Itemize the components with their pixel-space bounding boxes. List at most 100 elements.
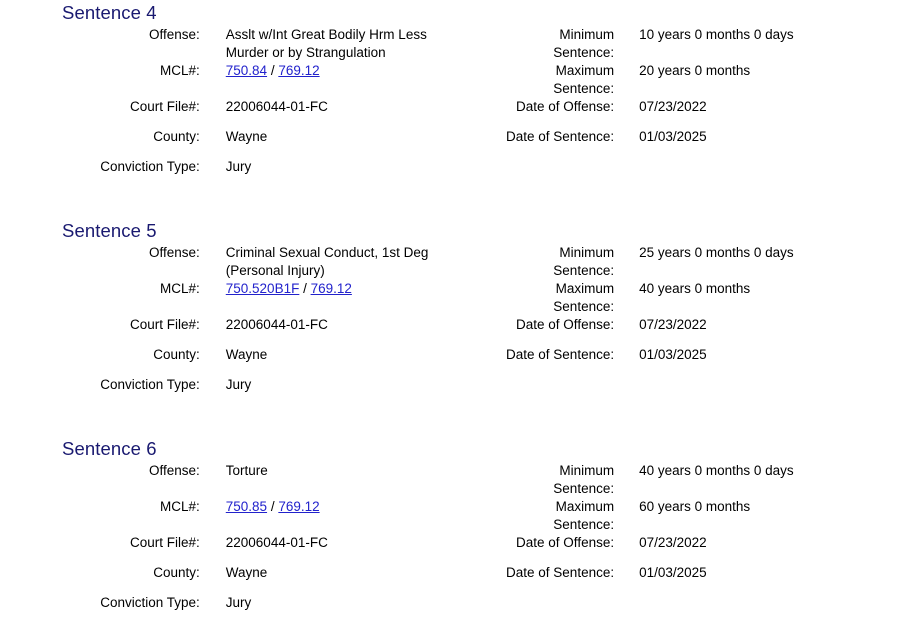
date-of-offense-value: 07/23/2022 — [639, 99, 707, 114]
court-file-label: Court File#: — [129, 99, 200, 114]
minimum-sentence-label: Minimum Sentence: — [553, 245, 615, 278]
maximum-sentence-label: Maximum Sentence: — [553, 499, 615, 532]
offense-value: Asslt w/Int Great Bodily Hrm Less Murder… — [225, 27, 427, 60]
offense-value: Torture — [225, 463, 268, 478]
mcl-primary-link[interactable]: 750.520B1F — [225, 281, 300, 296]
sentence-heading: Sentence 4 — [62, 2, 157, 23]
date-of-sentence-value: 01/03/2025 — [639, 129, 707, 144]
table-row-mcl: MCL#: 750.84 / 769.12 Maximum Sentence: … — [62, 62, 902, 98]
court-file-value: 22006044-01-FC — [225, 99, 328, 114]
sentence-block-4: Sentence 4 Offense: Asslt w/Int Great Bo… — [62, 0, 913, 218]
spacer-cell — [614, 188, 902, 218]
table-row-conviction-type: Conviction Type: Jury — [62, 594, 902, 624]
court-file-label: Court File#: — [129, 535, 200, 550]
minimum-sentence-label: Minimum Sentence: — [553, 27, 615, 60]
table-row-court-file: Court File#: 22006044-01-FC Date of Offe… — [62, 534, 902, 564]
offense-label: Offense: — [148, 463, 200, 478]
spacer-cell — [200, 406, 455, 436]
mcl-value: 750.84 / 769.12 — [200, 62, 455, 98]
table-row-conviction-type: Conviction Type: Jury — [62, 158, 902, 188]
conviction-type-value: Jury — [225, 377, 252, 392]
sentence-detail-table: Offense: Torture Minimum Sentence: 40 ye… — [62, 462, 902, 624]
table-row-offense: Offense: Torture Minimum Sentence: 40 ye… — [62, 462, 902, 498]
mcl-secondary-link[interactable]: 769.12 — [278, 499, 320, 514]
table-row-offense: Offense: Criminal Sexual Conduct, 1st De… — [62, 244, 902, 280]
table-row-spacer — [62, 188, 902, 218]
mcl-secondary-link[interactable]: 769.12 — [310, 281, 352, 296]
conviction-type-value: Jury — [225, 595, 252, 610]
county-value: Wayne — [225, 565, 268, 580]
spacer-cell — [455, 406, 614, 436]
spacer-cell — [62, 406, 200, 436]
minimum-sentence-value: 25 years 0 months 0 days — [639, 245, 794, 260]
spacer-cell — [455, 594, 614, 624]
date-of-sentence-label: Date of Sentence: — [506, 565, 615, 580]
conviction-type-label: Conviction Type: — [100, 377, 200, 392]
mcl-secondary-link[interactable]: 769.12 — [278, 63, 320, 78]
minimum-sentence-value: 10 years 0 months 0 days — [639, 27, 794, 42]
date-of-sentence-value: 01/03/2025 — [639, 347, 707, 362]
date-of-sentence-label: Date of Sentence: — [506, 347, 615, 362]
conviction-type-label: Conviction Type: — [100, 595, 200, 610]
spacer-cell — [614, 158, 902, 188]
table-row-county: County: Wayne Date of Sentence: 01/03/20… — [62, 346, 902, 376]
sentence-detail-table: Offense: Asslt w/Int Great Bodily Hrm Le… — [62, 26, 902, 218]
date-of-offense-value: 07/23/2022 — [639, 535, 707, 550]
sentence-heading: Sentence 6 — [62, 438, 157, 459]
table-row-spacer — [62, 406, 902, 436]
mcl-separator: / — [299, 281, 311, 296]
spacer-cell — [614, 406, 902, 436]
table-row-court-file: Court File#: 22006044-01-FC Date of Offe… — [62, 316, 902, 346]
spacer-cell — [614, 594, 902, 624]
mcl-label: MCL#: — [160, 281, 200, 296]
minimum-sentence-label: Minimum Sentence: — [553, 463, 615, 496]
mcl-primary-link[interactable]: 750.84 — [225, 63, 268, 78]
offense-label: Offense: — [148, 245, 200, 260]
mcl-separator: / — [267, 63, 279, 78]
table-row-conviction-type: Conviction Type: Jury — [62, 376, 902, 406]
maximum-sentence-value: 60 years 0 months — [639, 499, 751, 514]
table-row-court-file: Court File#: 22006044-01-FC Date of Offe… — [62, 98, 902, 128]
table-row-county: County: Wayne Date of Sentence: 01/03/20… — [62, 128, 902, 158]
court-file-label: Court File#: — [129, 317, 200, 332]
mcl-value: 750.520B1F / 769.12 — [200, 280, 455, 316]
date-of-offense-label: Date of Offense: — [516, 99, 615, 114]
table-row-offense: Offense: Asslt w/Int Great Bodily Hrm Le… — [62, 26, 902, 62]
court-file-value: 22006044-01-FC — [225, 317, 328, 332]
maximum-sentence-label: Maximum Sentence: — [553, 63, 615, 96]
spacer-cell — [200, 188, 455, 218]
minimum-sentence-value: 40 years 0 months 0 days — [639, 463, 794, 478]
mcl-separator: / — [267, 499, 279, 514]
table-row-mcl: MCL#: 750.85 / 769.12 Maximum Sentence: … — [62, 498, 902, 534]
date-of-sentence-value: 01/03/2025 — [639, 565, 707, 580]
mcl-primary-link[interactable]: 750.85 — [225, 499, 268, 514]
sentence-block-6: Sentence 6 Offense: Torture Minimum Sent… — [62, 436, 913, 624]
offense-value: Criminal Sexual Conduct, 1st Deg (Person… — [225, 245, 429, 278]
maximum-sentence-label: Maximum Sentence: — [553, 281, 615, 314]
date-of-sentence-label: Date of Sentence: — [506, 129, 615, 144]
date-of-offense-label: Date of Offense: — [516, 535, 615, 550]
date-of-offense-label: Date of Offense: — [516, 317, 615, 332]
spacer-cell — [455, 376, 614, 406]
spacer-cell — [455, 158, 614, 188]
maximum-sentence-value: 20 years 0 months — [639, 63, 751, 78]
court-file-value: 22006044-01-FC — [225, 535, 328, 550]
mcl-value: 750.85 / 769.12 — [200, 498, 455, 534]
spacer-cell — [614, 376, 902, 406]
table-row-mcl: MCL#: 750.520B1F / 769.12 Maximum Senten… — [62, 280, 902, 316]
county-label: County: — [153, 347, 200, 362]
conviction-type-value: Jury — [225, 159, 252, 174]
mcl-label: MCL#: — [160, 63, 200, 78]
spacer-cell — [455, 188, 614, 218]
sentence-heading: Sentence 5 — [62, 220, 157, 241]
date-of-offense-value: 07/23/2022 — [639, 317, 707, 332]
county-label: County: — [153, 565, 200, 580]
conviction-type-label: Conviction Type: — [100, 159, 200, 174]
mcl-label: MCL#: — [160, 499, 200, 514]
sentence-block-5: Sentence 5 Offense: Criminal Sexual Cond… — [62, 218, 913, 436]
maximum-sentence-value: 40 years 0 months — [639, 281, 751, 296]
county-label: County: — [153, 129, 200, 144]
county-value: Wayne — [225, 347, 268, 362]
table-row-county: County: Wayne Date of Sentence: 01/03/20… — [62, 564, 902, 594]
